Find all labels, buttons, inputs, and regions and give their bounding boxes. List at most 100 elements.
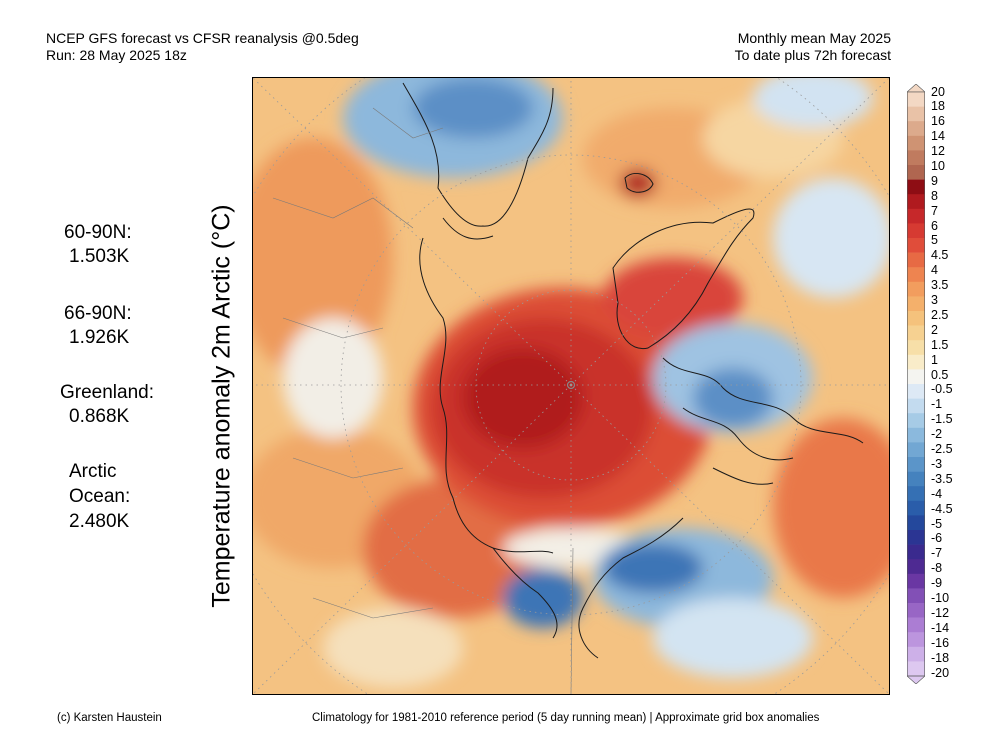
colorbar-swatch xyxy=(907,281,925,297)
colorbar-swatch xyxy=(907,544,925,560)
colorbar-label: -16 xyxy=(931,635,950,650)
stat-6690-label: 66-90N: xyxy=(64,303,132,324)
colorbar-label: -2.5 xyxy=(931,442,953,457)
stat-6090-label: 60-90N: xyxy=(64,222,132,243)
anomaly-map-svg xyxy=(253,78,889,694)
colorbar-swatch xyxy=(907,427,925,443)
header-right: Monthly mean May 2025 To date plus 72h f… xyxy=(735,30,891,64)
colorbar-label: 12 xyxy=(931,144,945,159)
stat-greenland-label: Greenland: xyxy=(60,382,155,403)
anomaly-map xyxy=(252,77,890,695)
coast-archipelago xyxy=(662,357,864,444)
colorbar-swatch xyxy=(907,617,925,633)
colorbar-swatch xyxy=(907,150,925,166)
header-left: NCEP GFS forecast vs CFSR reanalysis @0.… xyxy=(46,30,359,64)
colorbar-label: 10 xyxy=(931,158,945,173)
colorbar-swatch xyxy=(907,340,925,356)
field-south-asia xyxy=(323,608,463,688)
field-iceland-cool xyxy=(753,78,873,128)
colorbar-swatch xyxy=(907,296,925,312)
colorbar-label: -12 xyxy=(931,605,950,620)
colorbar-label: 3.5 xyxy=(931,278,949,293)
meridian-7 xyxy=(570,78,889,386)
colorbar-label: -0.5 xyxy=(931,382,953,397)
colorbar-swatch xyxy=(907,194,925,210)
colorbar-swatch xyxy=(907,486,925,502)
colorbar-label: 16 xyxy=(931,114,945,129)
colorbar-label: 20 xyxy=(931,84,945,99)
stat-arctic-label-2: Ocean: xyxy=(69,486,131,507)
climatology-note: Climatology for 1981-2010 reference peri… xyxy=(312,712,820,724)
axis-label: Temperature anomaly 2m Arctic (°C) xyxy=(207,204,236,608)
colorbar-label: -8 xyxy=(931,561,943,576)
stat-arctic-value: 2.480K xyxy=(69,511,130,532)
field-siberia-warm xyxy=(253,138,393,378)
border-2 xyxy=(282,317,384,339)
colorbar-label: 14 xyxy=(931,129,945,144)
colorbar-label: -5 xyxy=(931,516,943,531)
colorbar-label: 6 xyxy=(931,218,938,233)
colorbar-swatch xyxy=(907,267,925,283)
stat-6090-value: 1.503K xyxy=(69,246,130,267)
border-3 xyxy=(292,457,404,479)
colorbar-swatch xyxy=(907,354,925,370)
colorbar-swatch xyxy=(907,398,925,414)
coast-scandinavia xyxy=(402,82,554,227)
colorbar-swatch xyxy=(907,500,925,516)
colorbar-swatch xyxy=(907,632,925,648)
coast-greenland xyxy=(612,208,755,350)
colorbar-swatch xyxy=(907,384,925,399)
colorbar-swatch xyxy=(907,135,925,151)
colorbar-bottom-arrow xyxy=(907,675,925,684)
colorbar-label: 0.5 xyxy=(931,367,949,382)
coast-chukotka xyxy=(492,547,558,639)
colorbar-swatch xyxy=(907,661,925,677)
field-canada-east-warm xyxy=(773,418,889,598)
period-title: Monthly mean May 2025 xyxy=(737,30,891,46)
colorbar-swatch xyxy=(907,238,925,253)
colorbar-label: 9 xyxy=(931,173,938,188)
border-5 xyxy=(372,107,444,139)
coast-alaska xyxy=(578,517,684,659)
coast-archipelago-2 xyxy=(682,407,794,461)
meridian-5 xyxy=(253,78,572,386)
colorbar-label: -1 xyxy=(931,397,943,412)
colorbar-top-arrow xyxy=(907,84,925,93)
colorbar-label: -7 xyxy=(931,546,943,561)
colorbar-label: 4 xyxy=(931,263,938,278)
colorbar-label: 2.5 xyxy=(931,307,949,322)
colorbar-swatch xyxy=(907,442,925,458)
colorbar-swatch xyxy=(907,252,925,268)
colorbar-label: -20 xyxy=(931,665,950,680)
model-title: NCEP GFS forecast vs CFSR reanalysis @0.… xyxy=(46,30,359,46)
colorbar-swatch xyxy=(907,646,925,662)
coast-baltic xyxy=(442,217,494,240)
field-archipelago-cold xyxy=(693,368,773,428)
colorbar-label: 7 xyxy=(931,203,938,218)
colorbar-swatch xyxy=(907,603,925,618)
field-neutral-west xyxy=(283,318,383,438)
colorbar-label: 4.5 xyxy=(931,248,949,263)
colorbar-swatch xyxy=(907,92,925,107)
colorbar-swatch xyxy=(907,369,925,385)
colorbar-label: 1 xyxy=(931,352,938,367)
colorbar-label: -6 xyxy=(931,531,943,546)
coast-svalbard xyxy=(624,172,654,193)
colorbar-swatch xyxy=(907,311,925,326)
north-pole-marker xyxy=(566,380,576,390)
colorbar-swatch xyxy=(907,588,925,604)
coast-archipelago-3 xyxy=(712,467,774,485)
forecast-note: To date plus 72h forecast xyxy=(734,47,891,63)
stat-arctic-label-1: Arctic xyxy=(69,461,117,482)
colorbar-swatch xyxy=(907,515,925,531)
colorbar-label: -10 xyxy=(931,591,950,605)
colorbar-swatch xyxy=(907,559,925,575)
colorbar-swatch xyxy=(907,208,925,224)
field-north-pacific-cool xyxy=(653,598,813,678)
colorbar-label: -9 xyxy=(931,576,943,591)
border-alaska xyxy=(570,547,574,694)
colorbar-swatch xyxy=(907,106,925,122)
colorbar-label: 2 xyxy=(931,322,938,337)
coastlines xyxy=(402,82,864,659)
field-labrador-cool xyxy=(773,178,889,298)
